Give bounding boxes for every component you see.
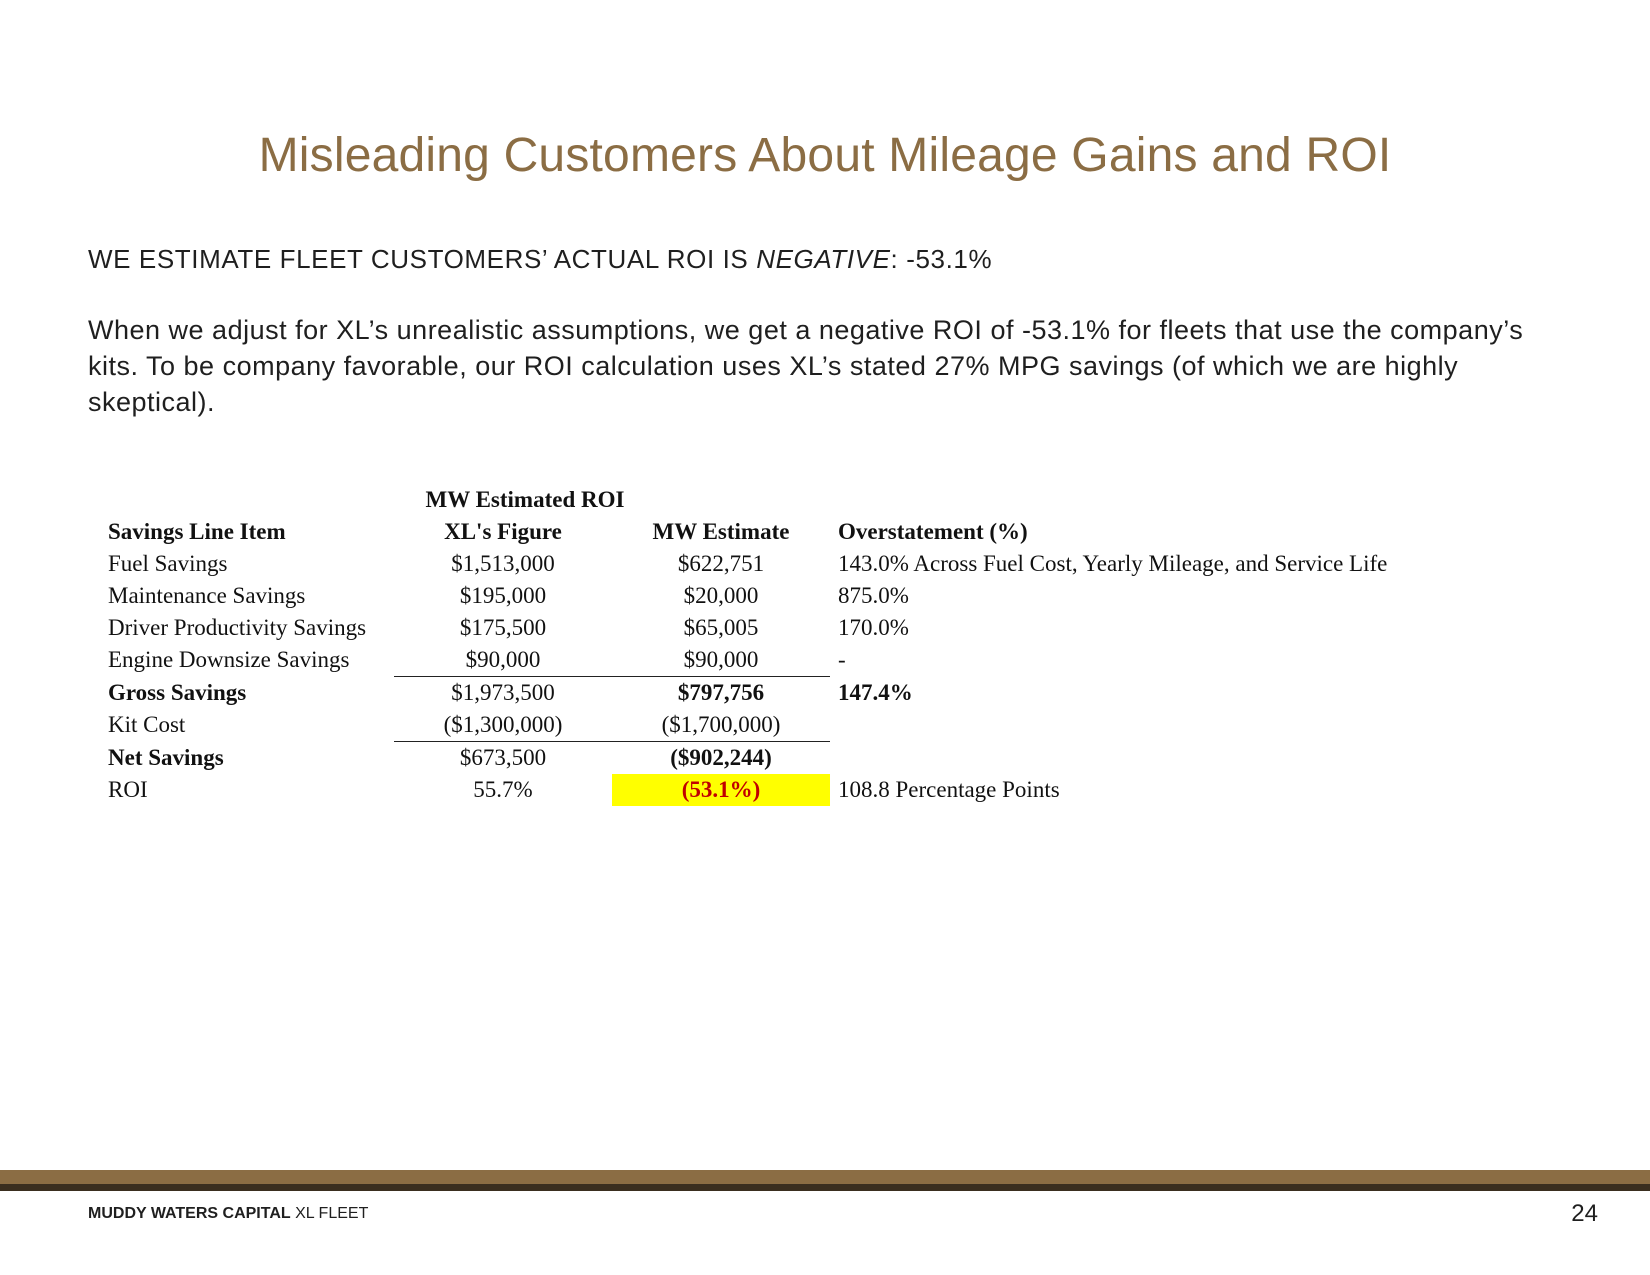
row-label: Fuel Savings (108, 551, 228, 576)
row-label: ROI (108, 777, 148, 802)
mw-value: ($902,244) (670, 745, 772, 770)
row-label: Engine Downsize Savings (108, 647, 350, 673)
roi-table: MW Estimated ROI Savings Line Item XL's … (100, 484, 1391, 806)
page-title: Misleading Customers About Mileage Gains… (258, 129, 1392, 182)
table-row: Fuel Savings $1,513,000 $622,751 143.0% … (100, 548, 1391, 580)
header-xl-figure: XL's Figure (444, 519, 562, 544)
footer-subject: XL FLEET (295, 1205, 369, 1222)
xl-value: $175,500 (459, 615, 547, 640)
group-header: MW Estimated ROI (425, 487, 625, 512)
xl-value: ($1,300,000) (394, 709, 612, 742)
row-label: Maintenance Savings (108, 583, 306, 608)
overstatement-value: 108.8 Percentage Points (838, 777, 1060, 802)
table-header-row: Savings Line Item XL's Figure MW Estimat… (100, 516, 1391, 548)
xl-value: $1,513,000 (451, 551, 555, 576)
subheading-emphasis: NEGATIVE (756, 244, 891, 274)
mw-value: $90,000 (612, 644, 830, 677)
table-row: Kit Cost ($1,300,000) ($1,700,000) (100, 709, 1391, 742)
row-label: Net Savings (108, 744, 224, 770)
subheading: WE ESTIMATE FLEET CUSTOMERS’ ACTUAL ROI … (88, 244, 992, 275)
row-label: Gross Savings (108, 679, 247, 705)
table-row: Maintenance Savings $195,000 $20,000 875… (100, 580, 1391, 612)
mw-value: $20,000 (683, 583, 759, 608)
xl-value: $673,500 (459, 745, 547, 770)
footer-accent-bar (0, 1170, 1650, 1184)
table-row-net-savings: Net Savings $673,500 ($902,244) (100, 742, 1391, 775)
xl-value: $195,000 (459, 583, 547, 608)
overstatement-value: 170.0% (838, 615, 909, 640)
table-row: Engine Downsize Savings $90,000 $90,000 … (100, 644, 1391, 677)
subheading-prefix: WE ESTIMATE FLEET CUSTOMERS’ ACTUAL ROI … (88, 244, 757, 274)
row-label: Driver Productivity Savings (108, 615, 367, 640)
table-row-roi: ROI 55.7% (53.1%) 108.8 Percentage Point… (100, 774, 1391, 806)
xl-value: $90,000 (394, 644, 612, 677)
page-number: 24 (1571, 1200, 1598, 1227)
table-row: Driver Productivity Savings $175,500 $65… (100, 612, 1391, 644)
xl-value: $1,973,500 (451, 680, 555, 705)
header-line-item: Savings Line Item (108, 519, 286, 544)
subheading-suffix: : -53.1% (890, 244, 993, 274)
footer-dark-bar (0, 1184, 1650, 1191)
overstatement-value (830, 742, 1391, 775)
overstatement-value (830, 709, 1391, 742)
mw-value: ($1,700,000) (612, 709, 830, 742)
row-label: Kit Cost (108, 712, 186, 738)
mw-roi-highlight: (53.1%) (612, 774, 830, 806)
table-group-header-row: MW Estimated ROI (100, 484, 1391, 516)
overstatement-value: 147.4% (838, 679, 913, 705)
header-overstatement: Overstatement (%) (838, 519, 1028, 544)
mw-value: $65,005 (683, 615, 759, 640)
mw-value: $797,756 (677, 680, 765, 705)
footer-label: MUDDY WATERS CAPITAL XL FLEET (88, 1205, 368, 1223)
table-row-gross-savings: Gross Savings $1,973,500 $797,756 147.4% (100, 677, 1391, 710)
footer-firm: MUDDY WATERS CAPITAL (88, 1205, 291, 1222)
overstatement-value: - (838, 647, 846, 673)
xl-value: 55.7% (473, 777, 533, 802)
body-paragraph: When we adjust for XL’s unrealistic assu… (88, 315, 1524, 417)
overstatement-value: 143.0% Across Fuel Cost, Yearly Mileage,… (838, 551, 1388, 576)
overstatement-value: 875.0% (838, 583, 909, 608)
header-mw-estimate: MW Estimate (652, 519, 790, 544)
mw-value: $622,751 (677, 551, 765, 576)
